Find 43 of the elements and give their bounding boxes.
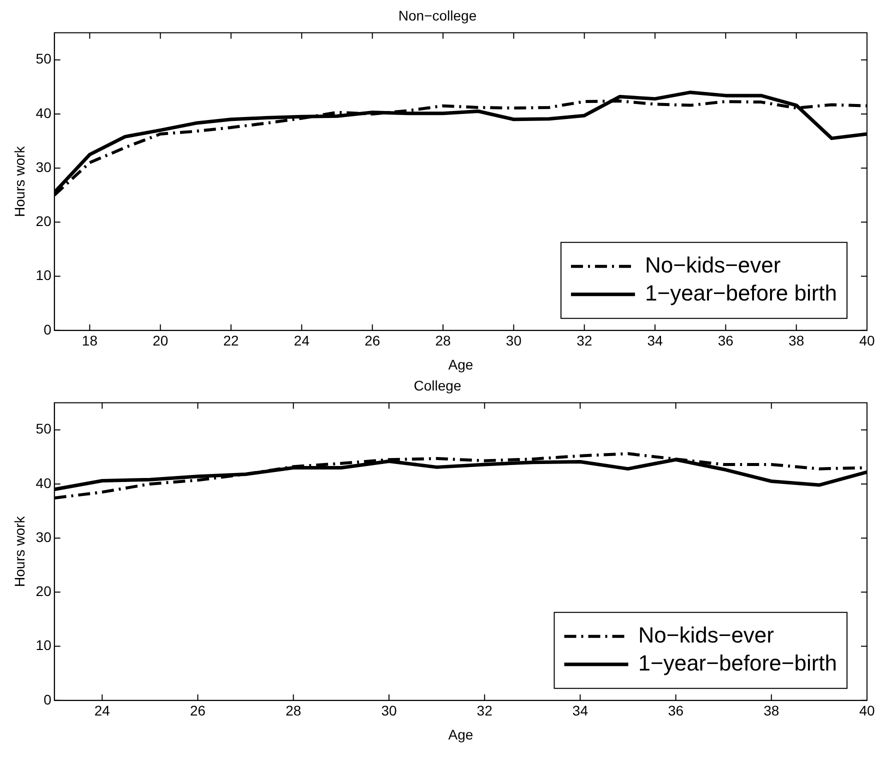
x-tick-label: 40 <box>859 702 875 719</box>
x-tick-label: 24 <box>294 332 310 349</box>
y-tick-label: 50 <box>36 420 52 437</box>
y-tick-label: 20 <box>36 213 52 230</box>
x-axis-title: Age <box>448 356 474 372</box>
y-tick-label: 20 <box>36 583 52 600</box>
x-tick-label: 36 <box>718 332 734 349</box>
legend-label: 1−year−before birth <box>644 280 838 306</box>
y-tick-label: 0 <box>44 691 52 708</box>
x-tick-label: 30 <box>381 702 397 719</box>
x-tick-label: 34 <box>647 332 664 349</box>
y-axis-title: Hours work <box>11 515 28 587</box>
y-tick-label: 40 <box>36 104 52 121</box>
y-axis-title: Hours work <box>11 145 28 217</box>
chart-title: Non−college <box>398 7 477 24</box>
y-tick-label: 50 <box>36 50 52 67</box>
x-axis-title: Age <box>448 726 474 742</box>
y-tick-label: 10 <box>36 637 52 654</box>
x-tick-label: 36 <box>668 702 684 719</box>
x-tick-label: 38 <box>764 702 780 719</box>
x-tick-label: 32 <box>476 702 493 719</box>
legend-label: No−kids−ever <box>644 252 781 278</box>
y-tick-label: 30 <box>36 528 52 545</box>
y-tick-label: 10 <box>36 267 52 284</box>
x-tick-label: 26 <box>364 332 380 349</box>
x-tick-label: 22 <box>223 332 240 349</box>
y-tick-label: 40 <box>36 474 52 491</box>
y-tick-label: 0 <box>44 321 52 338</box>
x-tick-label: 40 <box>859 332 875 349</box>
x-tick-label: 30 <box>506 332 522 349</box>
x-tick-label: 28 <box>435 332 452 349</box>
x-tick-label: 38 <box>788 332 804 349</box>
x-tick-label: 20 <box>152 332 168 349</box>
x-tick-label: 32 <box>576 332 592 349</box>
x-tick-label: 26 <box>190 702 206 719</box>
y-tick-label: 30 <box>36 158 52 175</box>
x-tick-label: 34 <box>572 702 588 719</box>
x-tick-label: 28 <box>286 702 302 719</box>
x-tick-label: 24 <box>94 702 110 719</box>
x-tick-label: 18 <box>82 332 98 349</box>
legend-label: 1−year−before−birth <box>638 650 838 676</box>
chart-title: College <box>414 377 462 394</box>
legend-label: No−kids−ever <box>638 622 774 648</box>
